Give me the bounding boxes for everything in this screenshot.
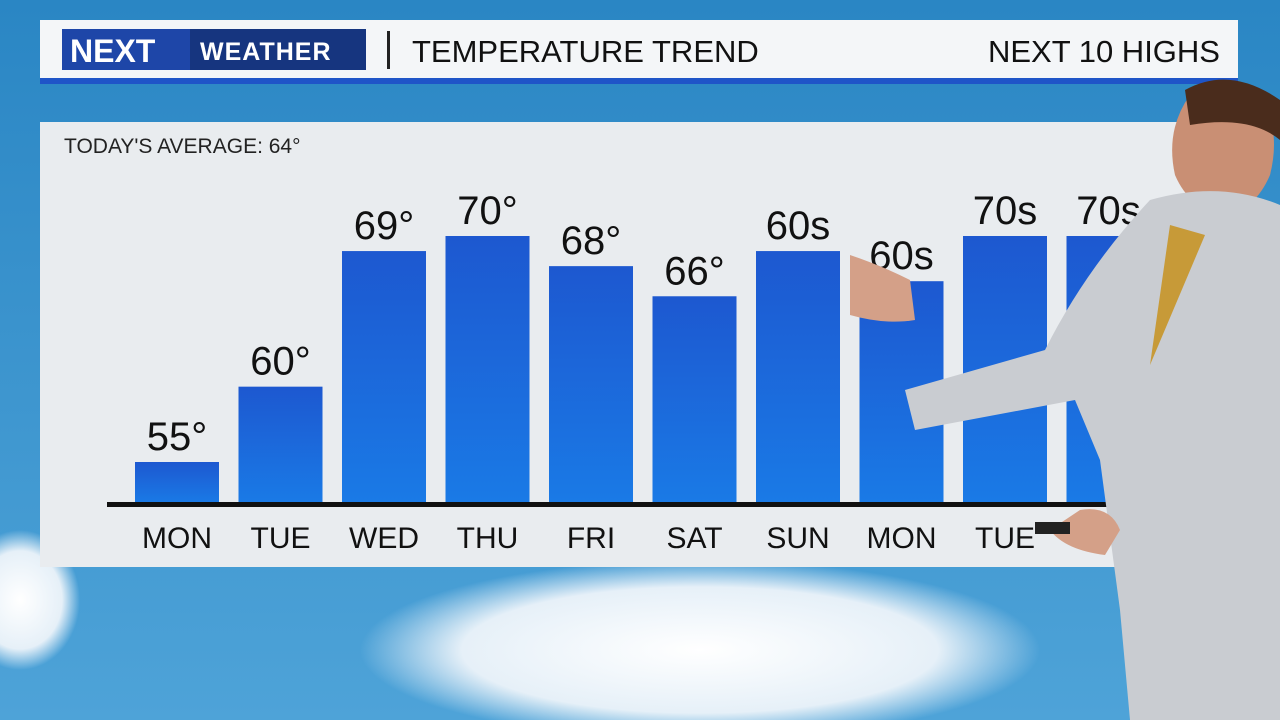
bar bbox=[238, 386, 323, 503]
divider bbox=[387, 31, 390, 69]
hand bbox=[850, 255, 915, 322]
x-tick-label: TUE bbox=[251, 522, 311, 555]
value-label: 70s bbox=[973, 189, 1038, 233]
hair bbox=[1185, 79, 1280, 140]
bar bbox=[135, 462, 219, 503]
value-label: 70° bbox=[457, 189, 518, 233]
value-label: 66° bbox=[664, 249, 725, 293]
chart-subtitle: TODAY'S AVERAGE: 64° bbox=[64, 135, 301, 158]
x-tick-label: TUE bbox=[975, 522, 1035, 555]
header-right: NEXT 10 HIGHS bbox=[988, 34, 1220, 69]
value-label: 60° bbox=[250, 340, 311, 384]
x-tick-label: THU bbox=[457, 522, 519, 555]
baseline bbox=[107, 502, 1107, 507]
value-label: 60s bbox=[766, 204, 831, 248]
presenter bbox=[850, 79, 1280, 721]
cloud bbox=[360, 560, 1040, 725]
x-tick-label: FRI bbox=[567, 522, 615, 555]
tie bbox=[1150, 225, 1205, 365]
bar bbox=[342, 251, 426, 503]
value-label: 55° bbox=[147, 415, 208, 459]
x-tick-label: WED bbox=[349, 522, 419, 555]
x-tick-label: SUN bbox=[766, 522, 829, 555]
bar bbox=[445, 236, 530, 503]
x-tick-label: MON bbox=[142, 522, 212, 555]
suit bbox=[905, 191, 1280, 721]
bar bbox=[549, 266, 633, 503]
header-underline bbox=[40, 78, 1238, 84]
logo-part bbox=[62, 29, 190, 70]
clicker bbox=[1035, 522, 1070, 534]
bar bbox=[652, 296, 737, 503]
hand bbox=[1050, 509, 1120, 555]
x-tick-label: SAT bbox=[666, 522, 722, 555]
bar bbox=[756, 251, 840, 503]
x-tick-label: MON bbox=[867, 522, 937, 555]
value-label: 68° bbox=[561, 219, 622, 263]
value-label: 69° bbox=[354, 204, 415, 248]
logo-weather: WEATHER bbox=[200, 38, 332, 66]
logo-next: NEXT bbox=[70, 33, 156, 69]
header-title: TEMPERATURE TREND bbox=[412, 34, 759, 69]
